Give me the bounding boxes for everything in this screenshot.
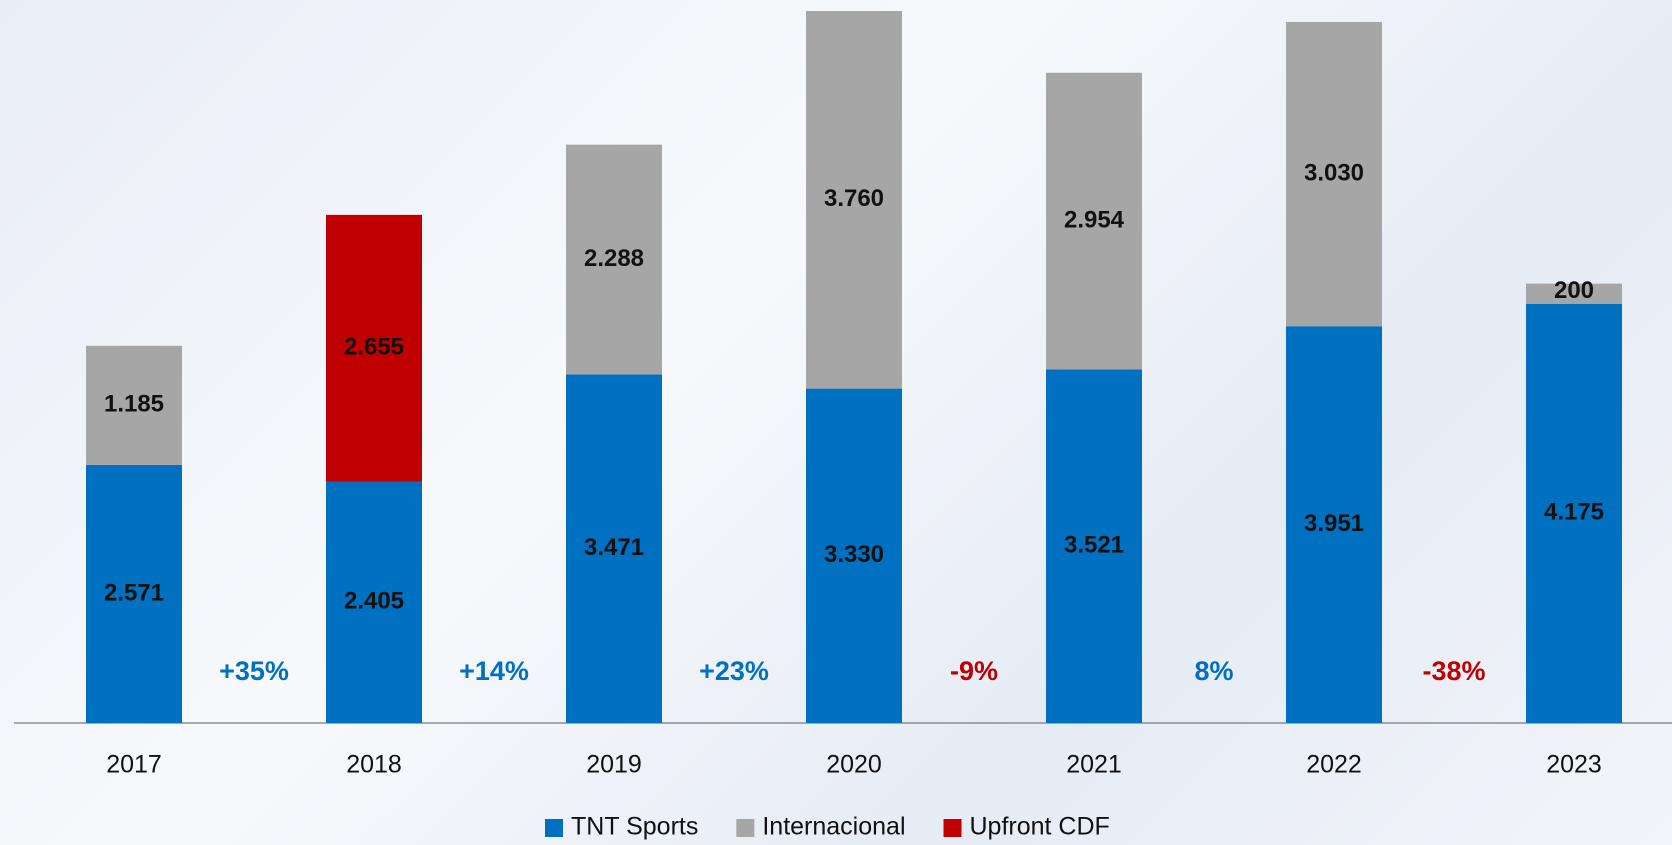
value-label: 200	[1554, 277, 1594, 304]
bar-segment	[1526, 303, 1622, 723]
bar-segment	[566, 144, 662, 375]
bar-segment	[1046, 72, 1142, 370]
x-tick-label: 2019	[586, 751, 642, 779]
growth-annotation: -38%	[1422, 656, 1485, 686]
legend-swatch	[736, 819, 755, 837]
x-tick-label: 2023	[1546, 751, 1602, 779]
legend-label: Upfront CDF	[970, 813, 1110, 841]
legend-swatch	[545, 819, 563, 837]
bar-segment	[326, 214, 422, 482]
value-label: 2.655	[344, 334, 404, 361]
legend-swatch	[943, 819, 962, 837]
bar-segment	[326, 481, 422, 723]
value-label: 3.030	[1304, 159, 1364, 186]
value-label: 3.471	[584, 534, 644, 561]
x-tick-label: 2017	[106, 751, 162, 779]
value-label: 2.288	[584, 245, 644, 272]
bar-segment	[806, 11, 902, 389]
value-label: 4.175	[1544, 499, 1604, 526]
growth-annotation: -9%	[950, 656, 998, 686]
bar-segment	[86, 345, 182, 465]
value-label: 3.760	[824, 185, 884, 212]
x-tick-label: 2018	[346, 751, 402, 779]
x-tick-label: 2020	[826, 751, 882, 779]
bar-segment	[806, 388, 902, 723]
value-label: 3.951	[1304, 510, 1364, 537]
bar-segment	[1526, 283, 1622, 304]
value-label: 3.521	[1064, 532, 1124, 559]
x-tick-label: 2022	[1306, 751, 1362, 779]
x-tick-label: 2021	[1066, 751, 1122, 779]
value-label: 2.571	[104, 579, 164, 606]
bar-segment	[1046, 369, 1142, 723]
bar-segment	[1286, 326, 1382, 723]
growth-annotation: +35%	[219, 656, 289, 686]
value-label: 2.405	[344, 588, 404, 615]
legend-label: Internacional	[762, 813, 905, 841]
bar-segment	[86, 464, 182, 723]
growth-annotation: 8%	[1194, 656, 1233, 686]
growth-annotation: +23%	[699, 656, 769, 686]
legend-label: TNT Sports	[571, 813, 698, 841]
value-label: 2.954	[1064, 206, 1125, 233]
bar-segment	[566, 374, 662, 723]
value-label: 3.330	[824, 541, 884, 568]
growth-annotation: +14%	[459, 656, 529, 686]
value-label: 1.185	[104, 391, 164, 418]
bar-segment	[1286, 21, 1382, 327]
